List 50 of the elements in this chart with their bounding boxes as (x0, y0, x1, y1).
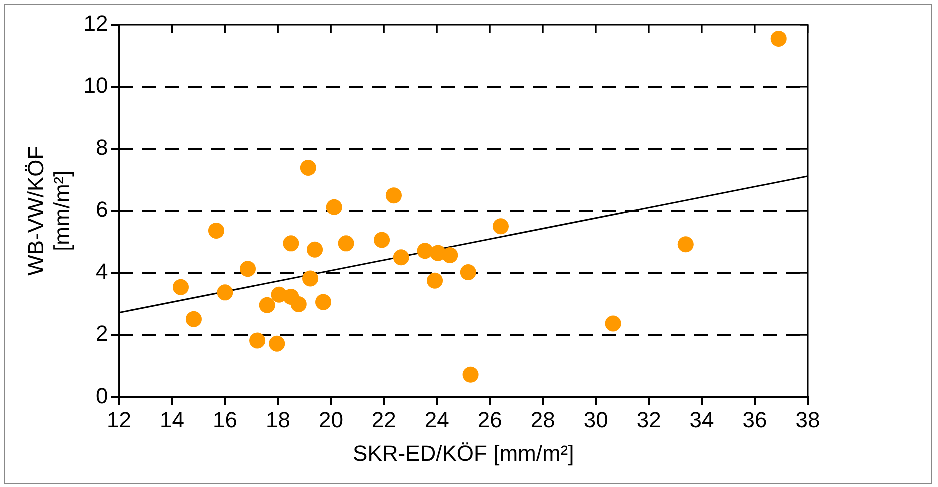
point (462, 366, 479, 383)
y-tick-label: 2 (96, 321, 108, 346)
point (250, 332, 266, 349)
x-tick-label: 24 (424, 407, 450, 432)
point (300, 160, 316, 176)
point (316, 294, 332, 310)
point (259, 297, 276, 314)
point (442, 247, 458, 264)
point (217, 284, 234, 301)
point (393, 250, 410, 266)
point (374, 232, 390, 248)
y-tick-label: 12 (84, 11, 108, 36)
point (386, 188, 402, 204)
point (460, 264, 476, 281)
x-tick-label: 38 (796, 407, 820, 432)
y-axis-title: WB-VW/KÖF [mm/m²] (23, 146, 75, 276)
x-tick-label: 14 (160, 407, 184, 432)
x-tick-label: 34 (690, 407, 714, 432)
point (427, 272, 444, 289)
y-tick-label: 10 (84, 73, 108, 98)
x-tick-label: 16 (212, 407, 238, 432)
x-tick-label: 22 (372, 407, 396, 432)
point (208, 222, 224, 239)
point (186, 311, 202, 328)
point (492, 218, 509, 235)
point (326, 199, 342, 216)
x-tick-label: 26 (478, 407, 502, 432)
point (283, 236, 300, 252)
point (290, 296, 307, 312)
point (307, 242, 324, 258)
point (172, 279, 189, 296)
x-tick-label: 28 (530, 407, 556, 432)
point (770, 30, 787, 47)
point (269, 336, 286, 352)
point (302, 270, 319, 287)
point (338, 236, 354, 252)
point (678, 236, 694, 253)
x-tick-label: 32 (636, 407, 662, 432)
y-tick-label: 8 (96, 135, 108, 160)
x-axis-title: SKR-ED/KÖF [mm/m²] (353, 440, 574, 466)
x-tick-label: 20 (318, 407, 344, 432)
y-tick-label: 0 (96, 383, 108, 408)
point (605, 316, 622, 332)
y-tick-label: 4 (96, 259, 108, 284)
y-tick-label: 6 (96, 197, 108, 222)
point (417, 243, 434, 260)
x-tick-label: 36 (742, 407, 768, 432)
x-tick-label: 18 (266, 407, 290, 432)
point (240, 261, 256, 278)
x-tick-label: 30 (584, 407, 608, 432)
